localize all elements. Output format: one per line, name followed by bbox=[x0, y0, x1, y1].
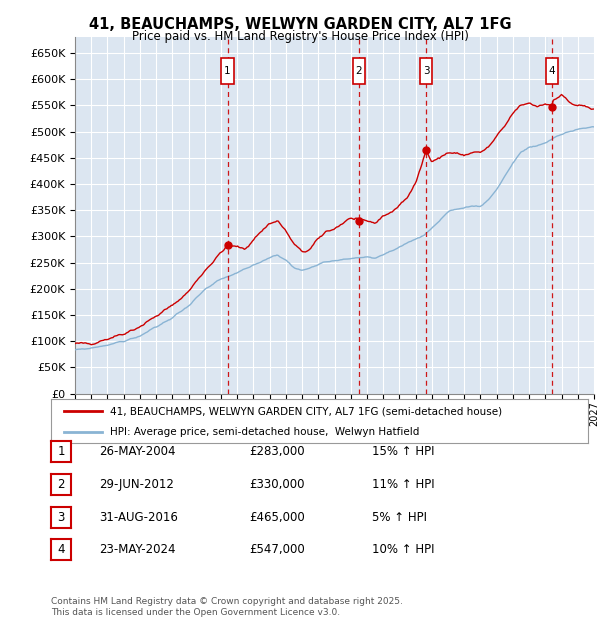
Text: 4: 4 bbox=[58, 544, 65, 556]
Text: 15% ↑ HPI: 15% ↑ HPI bbox=[372, 445, 434, 458]
Text: HPI: Average price, semi-detached house,  Welwyn Hatfield: HPI: Average price, semi-detached house,… bbox=[110, 427, 419, 437]
Text: 29-JUN-2012: 29-JUN-2012 bbox=[99, 478, 174, 490]
Text: 23-MAY-2024: 23-MAY-2024 bbox=[99, 544, 176, 556]
FancyBboxPatch shape bbox=[545, 58, 558, 84]
Text: £330,000: £330,000 bbox=[249, 478, 305, 490]
Text: £283,000: £283,000 bbox=[249, 445, 305, 458]
Text: 10% ↑ HPI: 10% ↑ HPI bbox=[372, 544, 434, 556]
Text: 11% ↑ HPI: 11% ↑ HPI bbox=[372, 478, 434, 490]
Text: Price paid vs. HM Land Registry's House Price Index (HPI): Price paid vs. HM Land Registry's House … bbox=[131, 30, 469, 43]
Text: 3: 3 bbox=[58, 511, 65, 523]
Text: 41, BEAUCHAMPS, WELWYN GARDEN CITY, AL7 1FG: 41, BEAUCHAMPS, WELWYN GARDEN CITY, AL7 … bbox=[89, 17, 511, 32]
Text: 5% ↑ HPI: 5% ↑ HPI bbox=[372, 511, 427, 523]
FancyBboxPatch shape bbox=[420, 58, 433, 84]
Text: 1: 1 bbox=[224, 66, 231, 76]
Text: 1: 1 bbox=[58, 445, 65, 458]
Text: 2: 2 bbox=[355, 66, 362, 76]
Text: Contains HM Land Registry data © Crown copyright and database right 2025.
This d: Contains HM Land Registry data © Crown c… bbox=[51, 598, 403, 617]
FancyBboxPatch shape bbox=[353, 58, 365, 84]
Text: 4: 4 bbox=[548, 66, 555, 76]
Text: 26-MAY-2004: 26-MAY-2004 bbox=[99, 445, 176, 458]
Text: £465,000: £465,000 bbox=[249, 511, 305, 523]
FancyBboxPatch shape bbox=[221, 58, 234, 84]
Text: £547,000: £547,000 bbox=[249, 544, 305, 556]
Text: 3: 3 bbox=[423, 66, 430, 76]
Text: 31-AUG-2016: 31-AUG-2016 bbox=[99, 511, 178, 523]
Text: 41, BEAUCHAMPS, WELWYN GARDEN CITY, AL7 1FG (semi-detached house): 41, BEAUCHAMPS, WELWYN GARDEN CITY, AL7 … bbox=[110, 406, 502, 416]
Text: 2: 2 bbox=[58, 478, 65, 490]
